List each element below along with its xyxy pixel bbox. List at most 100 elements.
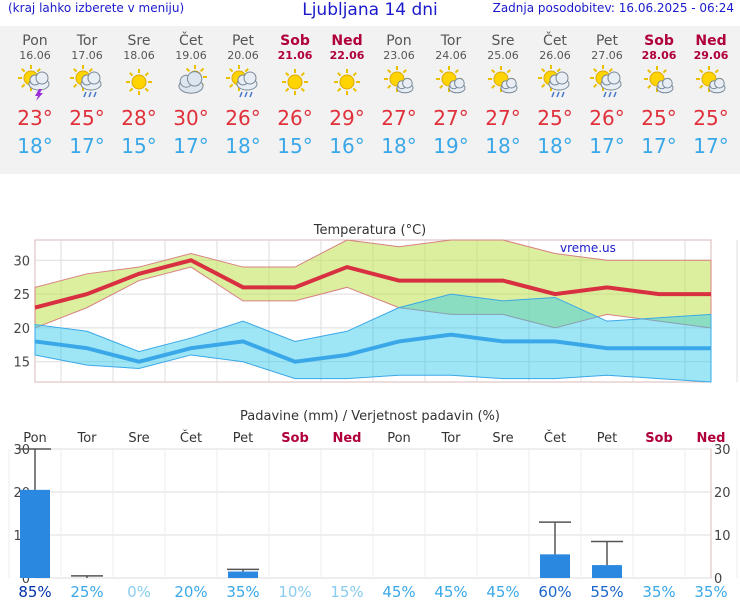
day-column: Pet 20.06 26° 18° [217,26,269,160]
max-temp: 27° [381,106,417,130]
page-title: Ljubljana 14 dni [302,0,438,20]
day-column: Čet 19.06 30° 17° [165,26,217,160]
day-date: 22.06 [329,49,365,62]
y-tick-label-right: 10 [714,529,731,544]
max-temp: 28° [121,106,157,130]
day-name: Čet [179,33,203,49]
weather-icon [633,62,685,102]
weather-icon [477,62,529,102]
temperature-chart: Temperatura (°C) 15 20 25 30 vreme.us [13,223,738,383]
day-label: Tor [440,431,461,446]
day-label: Tor [76,431,97,446]
probability-label: 10% [278,583,311,600]
last-update: Zadnja posodobitev: 16.06.2025 - 06:24 [492,1,734,15]
day-date: 21.06 [277,49,313,62]
day-date: 16.06 [19,49,51,62]
precip-bar [228,571,258,578]
precip-bar [540,554,570,578]
min-temp: 18° [381,134,417,158]
min-temp: 16° [329,134,365,158]
day-label: Sob [645,431,673,446]
day-column: Tor 17.06 25° 17° [61,26,113,160]
day-date: 24.06 [435,49,467,62]
probability-label: 45% [434,583,467,600]
day-column: Pon 16.06 23° 18° [9,26,61,160]
daily-forecast-strip: Pon 16.06 23° 18° Tor 17.06 25° 17° Sre 18.06 28° 1… [0,26,740,174]
day-name: Ned [695,33,727,49]
min-temp: 19° [433,134,469,158]
probability-label: 25% [70,583,103,600]
day-label: Ned [332,431,361,446]
sun-small-cloud-icon [436,66,466,94]
day-label: Ned [696,431,725,446]
day-name: Sre [491,33,515,49]
sun-cloud-thunder-icon [18,65,50,101]
day-label: Pet [597,431,617,446]
day-date: 26.06 [539,49,571,62]
max-temp: 26° [589,106,625,130]
day-label: Pon [23,431,47,446]
probability-label: 45% [382,583,415,600]
max-temp: 25° [641,106,677,130]
max-temp: 26° [225,106,261,130]
day-label: Pet [233,431,253,446]
weather-icon [529,62,581,102]
y-tick-label: 25 [13,288,30,303]
day-date: 28.06 [641,49,677,62]
min-temp: 15° [121,134,157,158]
day-date: 29.06 [693,49,729,62]
day-column: Ned 29.06 25° 17° [685,26,737,160]
sun-small-cloud-icon [384,66,414,94]
day-column: Sob 28.06 25° 17° [633,26,685,160]
day-column: Čet 26.06 25° 18° [529,26,581,160]
sun-small-cloud-icon [488,66,518,94]
max-temp: 25° [69,106,105,130]
day-date: 17.06 [71,49,103,62]
min-temp-line [34,332,711,364]
weather-icon [581,62,633,102]
precipitation-chart: Padavine (mm) / Verjetnost padavin (%) Po… [8,409,738,600]
weather-icon [217,62,269,102]
day-name: Pon [22,33,48,49]
probability-label: 85% [18,583,51,600]
day-name: Pet [595,33,619,49]
max-temp: 26° [277,106,313,130]
min-temp: 17° [589,134,625,158]
day-label: Čet [544,430,566,446]
sun-cloud-rain-icon [226,65,258,98]
max-temp: 29° [329,106,365,130]
day-name: Tor [440,33,462,49]
min-temp: 15° [277,134,313,158]
weather-icon [9,62,61,102]
y-tick-label: 20 [13,322,30,337]
max-temp: 27° [485,106,521,130]
y-tick-label-left: 0 [22,572,30,587]
day-date: 18.06 [123,49,155,62]
day-name: Sob [280,33,310,49]
y-tick-label: 15 [13,356,30,371]
day-date: 25.06 [487,49,519,62]
y-tick-label-right: 20 [714,486,731,501]
weather-icon [269,62,321,102]
max-temp: 30° [173,106,209,130]
day-label: Čet [180,430,202,446]
probability-label: 45% [486,583,519,600]
min-temp: 18° [17,134,53,158]
day-name: Čet [543,33,567,49]
probability-label: 35% [642,583,675,600]
sun-icon [334,69,360,95]
sun-cloud-rain-icon [590,65,622,98]
probability-label: 20% [174,583,207,600]
day-date: 27.06 [591,49,623,62]
day-column: Pon 23.06 27° 18° [373,26,425,160]
y-tick-label: 30 [13,254,30,269]
day-label: Sre [128,431,149,446]
day-label: Sre [492,431,513,446]
region-note[interactable]: (kraj lahko izberete v meniju) [8,1,185,15]
probability-label: 35% [226,583,259,600]
max-temp: 25° [537,106,573,130]
probability-label: 15% [330,583,363,600]
y-tick-label-left: 30 [13,443,30,458]
weather-icon [61,62,113,102]
day-date: 19.06 [175,49,207,62]
